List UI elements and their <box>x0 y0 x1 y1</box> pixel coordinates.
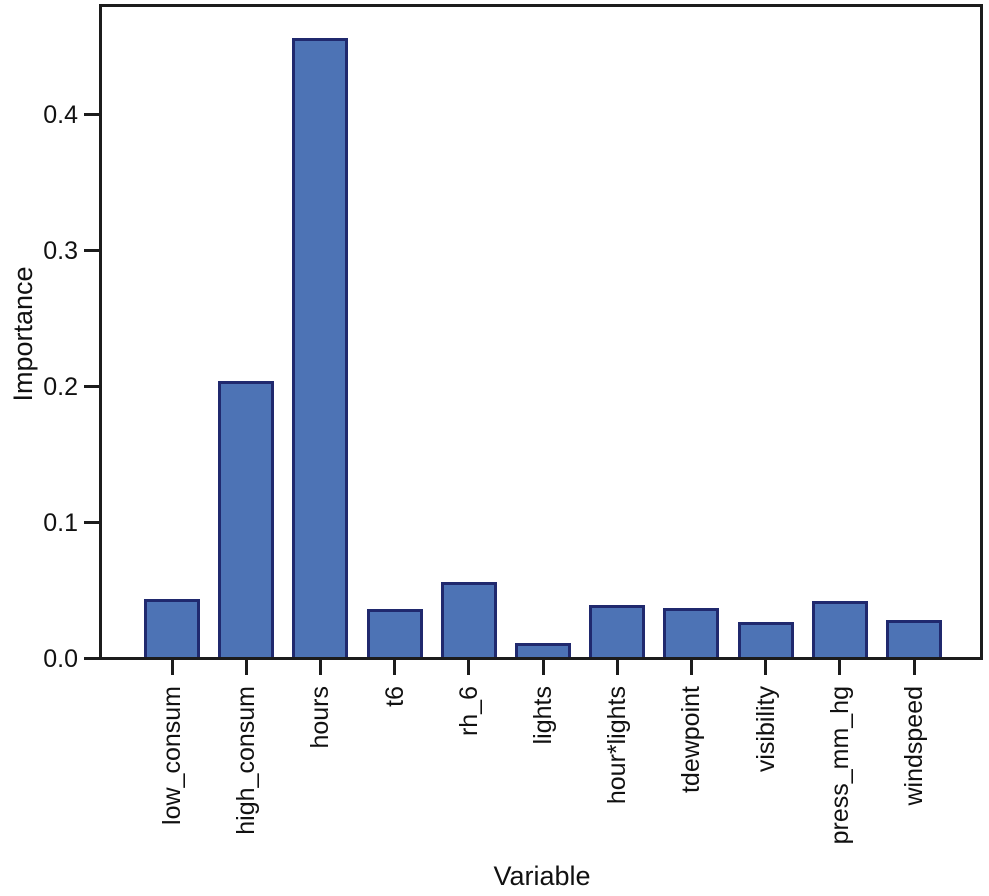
y-tick-mark <box>84 521 99 524</box>
bar-windspeed <box>886 620 942 657</box>
bar-hours <box>292 38 348 657</box>
y-tick-label: 0.3 <box>43 237 78 265</box>
x-tick-label: windspeed <box>900 686 928 806</box>
plot-area <box>99 4 983 660</box>
bar-rh-6 <box>441 582 497 657</box>
x-tick-label: t6 <box>381 686 409 707</box>
x-tick-mark <box>838 660 841 675</box>
x-tick-mark <box>171 660 174 675</box>
y-tick-mark <box>84 113 99 116</box>
y-tick-mark <box>84 249 99 252</box>
x-tick-mark <box>393 660 396 675</box>
x-tick-label: hour*lights <box>603 686 631 805</box>
y-tick-label: 0.0 <box>43 645 78 673</box>
x-tick-label: lights <box>529 686 557 745</box>
y-tick-mark <box>84 657 99 660</box>
y-tick-label: 0.4 <box>43 101 78 129</box>
x-tick-mark <box>467 660 470 675</box>
x-axis-label: Variable <box>493 861 591 891</box>
bar-t6 <box>367 609 423 657</box>
bar-hour-lights <box>589 605 645 657</box>
bar-lights <box>515 643 571 657</box>
x-tick-mark <box>542 660 545 675</box>
x-tick-mark <box>616 660 619 675</box>
x-tick-mark <box>913 660 916 675</box>
y-tick-label: 0.2 <box>43 373 78 401</box>
x-tick-label: visibility <box>752 686 780 773</box>
bar-tdewpoint <box>663 608 719 657</box>
x-tick-mark <box>764 660 767 675</box>
x-tick-label: rh_6 <box>455 686 483 737</box>
y-tick-mark <box>84 385 99 388</box>
x-tick-mark <box>245 660 248 675</box>
bar-press-mm-hg <box>812 601 868 657</box>
bar-low-consum <box>144 599 200 657</box>
x-tick-label: hours <box>306 686 334 749</box>
bar-high-consum <box>218 381 274 657</box>
x-tick-mark <box>319 660 322 675</box>
x-tick-label: press_mm_hg <box>826 686 854 845</box>
x-tick-label: high_consum <box>232 686 260 835</box>
x-tick-label: low_consum <box>158 686 186 825</box>
y-tick-label: 0.1 <box>43 509 78 537</box>
x-tick-mark <box>690 660 693 675</box>
x-tick-label: tdewpoint <box>677 686 705 794</box>
bar-visibility <box>738 622 794 657</box>
